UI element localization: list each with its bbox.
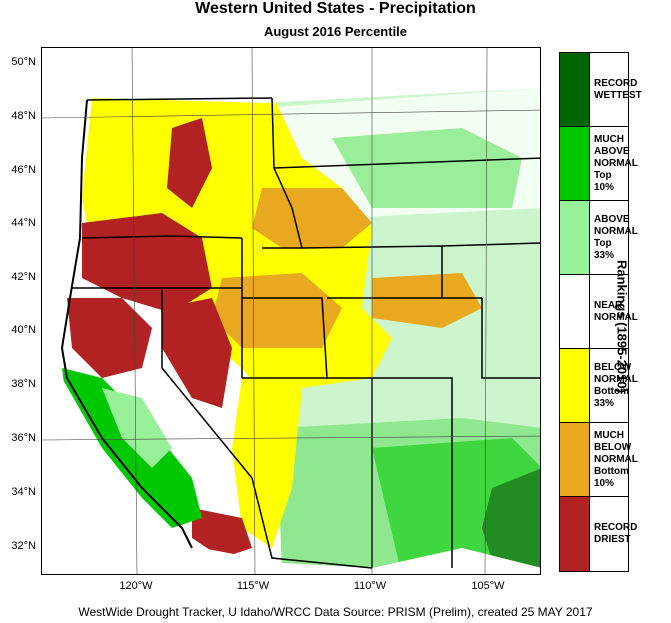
state-boundaries bbox=[72, 97, 540, 569]
legend: RECORD WETTEST MUCH ABOVE NORMAL Top 10% A… bbox=[559, 52, 642, 572]
colorado-orange bbox=[372, 273, 482, 328]
pacific-ocean bbox=[42, 48, 192, 574]
legend-swatch bbox=[560, 127, 590, 200]
legend-swatch bbox=[560, 201, 590, 274]
map-canvas bbox=[42, 48, 540, 574]
california-light-green bbox=[102, 388, 172, 468]
longitude-tick-label: 120°W bbox=[119, 580, 153, 592]
wyoming-orange bbox=[252, 188, 372, 248]
california-north-red bbox=[67, 298, 152, 378]
legend-item: MUCH ABOVE NORMAL Top 10% bbox=[560, 127, 638, 201]
legend-item: NEAR NORMAL bbox=[560, 275, 638, 349]
legend-label: ABOVE NORMAL Top 33% bbox=[594, 213, 638, 261]
latitude-tick-label: 42°N bbox=[11, 271, 36, 283]
latitude-tick-label: 50°N bbox=[11, 56, 36, 68]
record-wet-patch bbox=[482, 468, 540, 574]
longitude-tick-label: 105°W bbox=[471, 580, 505, 592]
legend-swatch bbox=[560, 275, 590, 348]
pacific-coastline bbox=[60, 99, 193, 549]
legend-item: RECORD WETTEST bbox=[560, 53, 642, 127]
map-subtitle: August 2016 Percentile bbox=[263, 24, 408, 39]
legend-swatch bbox=[560, 423, 590, 496]
legend-swatch bbox=[560, 497, 590, 571]
mexico-region bbox=[192, 548, 540, 574]
idaho-red bbox=[167, 118, 212, 208]
latitude-tick-label: 32°N bbox=[11, 540, 36, 552]
latitude-tick-label: 44°N bbox=[11, 217, 36, 229]
legend-item: ABOVE NORMAL Top 33% bbox=[560, 201, 638, 275]
legend-label: NEAR NORMAL bbox=[594, 299, 638, 323]
graticule bbox=[42, 48, 540, 574]
data-credit: WestWide Drought Tracker, U Idaho/WRCC D… bbox=[78, 605, 593, 619]
montana-green bbox=[332, 128, 522, 208]
precipitation-map bbox=[41, 47, 541, 575]
latitude-tick-label: 38°N bbox=[11, 378, 36, 390]
latitude-tick-label: 36°N bbox=[11, 432, 36, 444]
legend-item: MUCH BELOW NORMAL Bottom 10% bbox=[560, 423, 638, 497]
nevada-red bbox=[162, 298, 232, 408]
socal-red bbox=[192, 508, 252, 558]
longitude-tick-label: 115°W bbox=[236, 580, 270, 592]
legend-label: BELOW NORMAL Bottom 33% bbox=[594, 361, 638, 409]
legend-swatch bbox=[560, 349, 590, 422]
utah-orange bbox=[212, 273, 342, 348]
arizona-yellow bbox=[232, 378, 302, 548]
map-title: Western United States - Precipitation bbox=[195, 0, 476, 17]
canada-region bbox=[42, 48, 540, 103]
latitude-tick-label: 34°N bbox=[11, 486, 36, 498]
ranking-axis-label: Rankings (1895-2010) bbox=[614, 260, 630, 393]
legend-label: MUCH BELOW NORMAL Bottom 10% bbox=[594, 429, 638, 489]
legend-label: RECORD WETTEST bbox=[594, 77, 642, 101]
longitude-tick-label: 110°W bbox=[353, 580, 387, 592]
latitude-tick-label: 48°N bbox=[11, 110, 36, 122]
latitude-tick-label: 40°N bbox=[11, 324, 36, 336]
legend-item: BELOW NORMAL Bottom 33% bbox=[560, 349, 638, 423]
legend-label: MUCH ABOVE NORMAL Top 10% bbox=[594, 133, 638, 193]
latitude-tick-label: 46°N bbox=[11, 164, 36, 176]
legend-label: RECORD DRIEST bbox=[594, 522, 638, 545]
legend-item: RECORD DRIEST bbox=[560, 497, 638, 571]
legend-swatch bbox=[560, 53, 590, 126]
